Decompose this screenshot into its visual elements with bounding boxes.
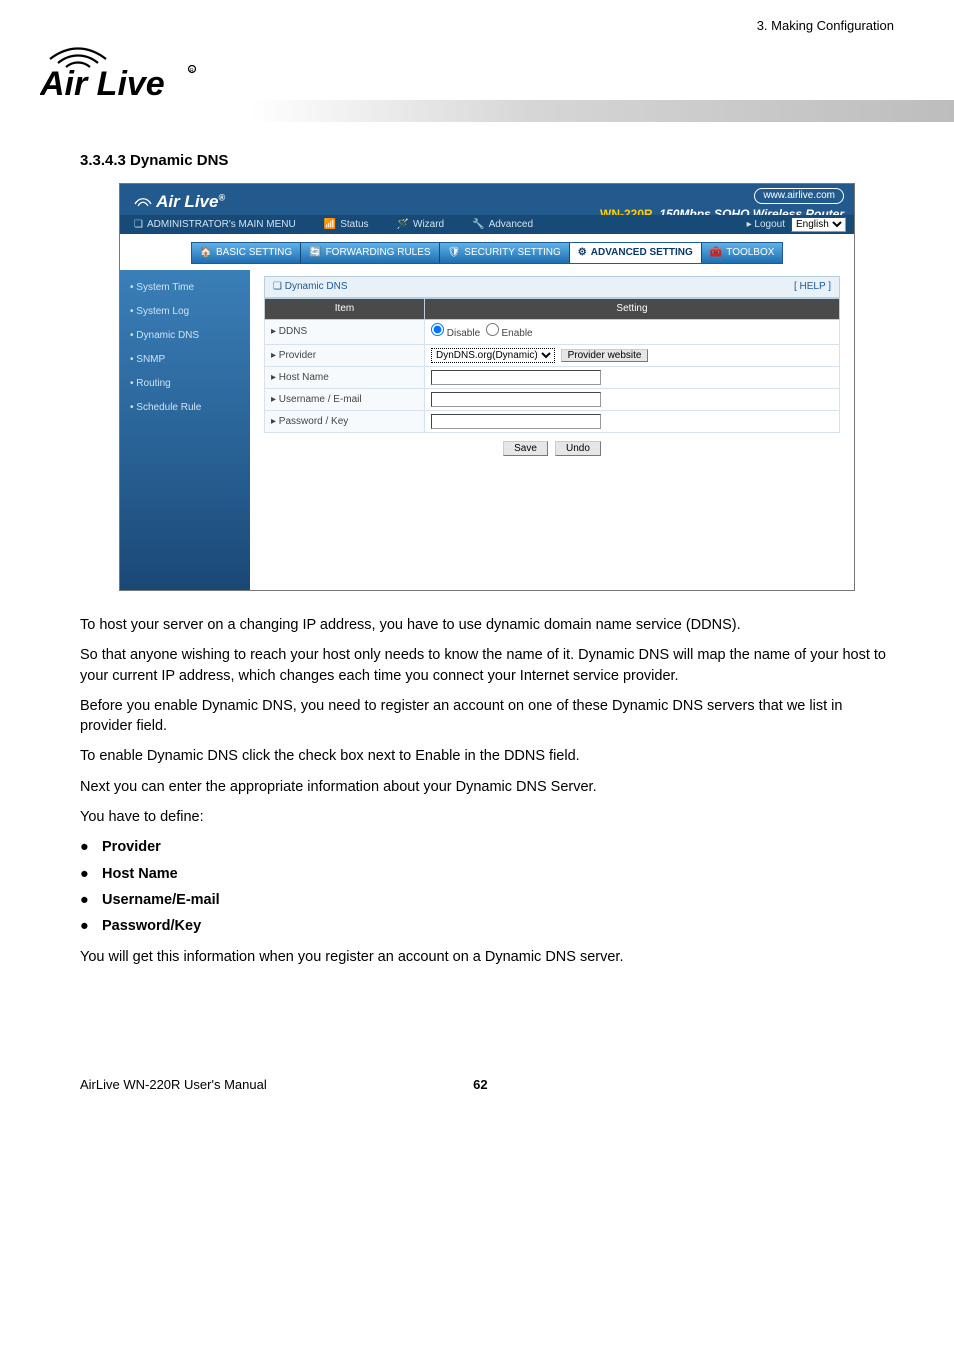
ss-tabs-row: 🏠 BASIC SETTING 🔄 FORWARDING RULES 🛡 SEC…: [120, 234, 854, 270]
row-hostname: ▸ Host Name: [265, 367, 840, 389]
svg-text:R: R: [190, 68, 194, 74]
header-band: [250, 100, 954, 122]
bullet-hostname: Host Name: [80, 864, 894, 884]
main-menu-label: ❏ ADMINISTRATOR's MAIN MENU: [120, 218, 310, 232]
forwarding-icon: 🔄: [309, 246, 321, 260]
tab-basic-setting[interactable]: 🏠 BASIC SETTING: [192, 243, 302, 263]
sidebar-item-routing[interactable]: • Routing: [120, 372, 250, 396]
bullet-username: Username/E-mail: [80, 890, 894, 910]
save-button[interactable]: Save: [503, 441, 548, 456]
provider-select[interactable]: DynDNS.org(Dynamic): [431, 348, 555, 363]
advanced-icon: 🔧: [472, 218, 484, 232]
status-icon: 📶: [324, 218, 336, 232]
ss-header: Air Live® www.airlive.com WN-220R 150Mbp…: [120, 184, 854, 234]
menu-status[interactable]: 📶 Status: [310, 218, 383, 232]
tab-forwarding-rules[interactable]: 🔄 FORWARDING RULES: [301, 243, 439, 263]
advanced-tab-icon: ⚙: [578, 246, 587, 260]
row-password: ▸ Password / Key: [265, 411, 840, 433]
toolbox-icon: 🧰: [710, 246, 722, 260]
para-4: To enable Dynamic DNS click the check bo…: [80, 746, 894, 766]
ss-tabs: 🏠 BASIC SETTING 🔄 FORWARDING RULES 🛡 SEC…: [191, 242, 784, 264]
section-heading: 3.3.4.3 Dynamic DNS: [80, 150, 894, 171]
basic-icon: 🏠: [200, 246, 212, 260]
col-item: Item: [265, 299, 425, 320]
password-input[interactable]: [431, 414, 601, 429]
sidebar-item-schedule-rule[interactable]: • Schedule Rule: [120, 396, 250, 420]
footer-left: AirLive WN-220R User's Manual: [80, 1077, 267, 1092]
ss-menubar: ❏ ADMINISTRATOR's MAIN MENU 📶 Status 🪄 W…: [120, 215, 854, 234]
ddns-enable-radio[interactable]: [486, 323, 499, 336]
para-6: You have to define:: [80, 807, 894, 827]
router-ui-screenshot: Air Live® www.airlive.com WN-220R 150Mbp…: [119, 183, 855, 591]
language-select[interactable]: English: [791, 217, 846, 232]
row-ddns: ▸ DDNS Disable Enable: [265, 320, 840, 345]
ss-sidebar: • System Time • System Log • Dynamic DNS…: [120, 270, 250, 590]
bullet-password: Password/Key: [80, 916, 894, 936]
para-7: You will get this information when you r…: [80, 947, 894, 967]
logout-link[interactable]: ▸ Logout: [747, 218, 785, 232]
col-setting: Setting: [425, 299, 840, 320]
define-list: Provider Host Name Username/E-mail Passw…: [80, 837, 894, 936]
provider-website-button[interactable]: Provider website: [561, 349, 649, 362]
chapter-reference: 3. Making Configuration: [757, 18, 894, 33]
ss-logo: Air Live®: [134, 190, 225, 214]
row-provider: ▸ Provider DynDNS.org(Dynamic) Provider …: [265, 345, 840, 367]
menu-wizard[interactable]: 🪄 Wizard: [383, 218, 459, 232]
sidebar-item-system-time[interactable]: • System Time: [120, 276, 250, 300]
username-input[interactable]: [431, 392, 601, 407]
tab-toolbox[interactable]: 🧰 TOOLBOX: [702, 243, 783, 263]
help-link[interactable]: [ HELP ]: [794, 280, 831, 294]
page-header: 3. Making Configuration Air Live R: [0, 0, 954, 120]
ss-main-panel: ❏ Dynamic DNS [ HELP ] Item Setting ▸ DD…: [250, 270, 854, 590]
panel-title: ❏ Dynamic DNS: [273, 280, 348, 294]
para-5: Next you can enter the appropriate infor…: [80, 777, 894, 797]
row-username: ▸ Username / E-mail: [265, 389, 840, 411]
page-footer: AirLive WN-220R User's Manual 62: [0, 1017, 954, 1132]
airlive-logo: Air Live R: [40, 35, 210, 110]
ddns-disable-radio[interactable]: [431, 323, 444, 336]
sidebar-item-snmp[interactable]: • SNMP: [120, 348, 250, 372]
sidebar-item-dynamic-dns[interactable]: • Dynamic DNS: [120, 324, 250, 348]
hostname-input[interactable]: [431, 370, 601, 385]
footer-page-number: 62: [473, 1077, 487, 1092]
svg-text:Air Live: Air Live: [40, 65, 165, 103]
para-3: Before you enable Dynamic DNS, you need …: [80, 696, 894, 737]
bullet-provider: Provider: [80, 837, 894, 857]
ss-body: • System Time • System Log • Dynamic DNS…: [120, 270, 854, 590]
wizard-icon: 🪄: [397, 218, 409, 232]
panel-header: ❏ Dynamic DNS [ HELP ]: [264, 276, 840, 298]
tab-security-setting[interactable]: 🛡 SECURITY SETTING: [440, 243, 570, 263]
sidebar-item-system-log[interactable]: • System Log: [120, 300, 250, 324]
para-2: So that anyone wishing to reach your hos…: [80, 645, 894, 686]
tab-advanced-setting[interactable]: ⚙ ADVANCED SETTING: [570, 243, 702, 263]
url-badge: www.airlive.com: [754, 188, 844, 204]
undo-button[interactable]: Undo: [555, 441, 601, 456]
security-icon: 🛡: [448, 246, 461, 260]
button-row: Save Undo: [264, 433, 840, 464]
content-area: 3.3.4.3 Dynamic DNS Air Live® www.airliv…: [0, 120, 954, 1017]
config-table: Item Setting ▸ DDNS Disable Enable ▸ Pro…: [264, 298, 840, 433]
para-1: To host your server on a changing IP add…: [80, 615, 894, 635]
menu-advanced[interactable]: 🔧 Advanced: [458, 218, 547, 232]
